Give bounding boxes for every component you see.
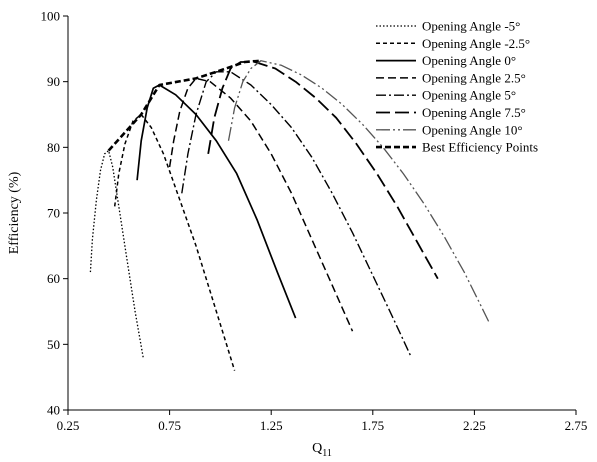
x-tick-label: 0.75 <box>158 418 181 433</box>
legend-label-opening-angle-5deg: Opening Angle -5° <box>422 19 520 34</box>
legend-label-best-efficiency-points: Best Efficiency Points <box>422 140 538 155</box>
series-line-opening-angle-2-5deg <box>168 77 354 332</box>
y-tick-label: 80 <box>47 140 60 155</box>
legend-label-opening-angle-7-5deg: Opening Angle 7.5° <box>422 105 526 120</box>
y-axis-title: Efficiency (%) <box>7 171 22 254</box>
y-tick-label: 90 <box>47 74 60 89</box>
y-tick-label: 60 <box>47 271 60 286</box>
y-tick-label: 50 <box>47 337 60 352</box>
y-tick-label: 40 <box>47 403 60 418</box>
x-axis-title-main: Q <box>312 441 322 456</box>
x-axis-title-subscript: 11 <box>322 448 332 459</box>
series-line-opening-angle-0deg <box>136 84 297 319</box>
series-line-opening-angle-5deg <box>181 71 413 358</box>
series-line-opening-angle-10deg <box>227 60 490 322</box>
x-tick-label: 1.25 <box>260 418 283 433</box>
x-tick-label: 2.25 <box>463 418 486 433</box>
series-line-opening-angle-7-5deg <box>207 61 439 280</box>
series-line-opening-angle-2-5deg <box>113 113 236 371</box>
x-tick-label: 2.75 <box>565 418 588 433</box>
series-line-opening-angle-5deg <box>89 149 144 358</box>
series-line-best-efficiency-points <box>107 59 262 152</box>
legend-label-opening-angle-5deg: Opening Angle 5° <box>422 88 516 103</box>
x-tick-label: 1.75 <box>361 418 384 433</box>
x-axis-title: Q11 <box>312 441 332 459</box>
legend-label-opening-angle-2-5deg: Opening Angle -2.5° <box>422 36 530 51</box>
legend-label-opening-angle-0deg: Opening Angle 0° <box>422 53 516 68</box>
chart-axes: 40 50 60 70 80 90 100 0.25 0.75 1.25 1.75 2.25 2.75 <box>41 9 588 434</box>
legend-label-opening-angle-10deg: Opening Angle 10° <box>422 122 523 137</box>
y-tick-label: 100 <box>41 9 61 24</box>
legend: Opening Angle -5° Opening Angle -2.5° Open… <box>376 19 538 155</box>
series-layer <box>89 59 490 371</box>
y-tick-label: 70 <box>47 206 60 221</box>
legend-label-opening-angle-2-5deg: Opening Angle 2.5° <box>422 70 526 85</box>
x-tick-label: 0.25 <box>57 418 80 433</box>
